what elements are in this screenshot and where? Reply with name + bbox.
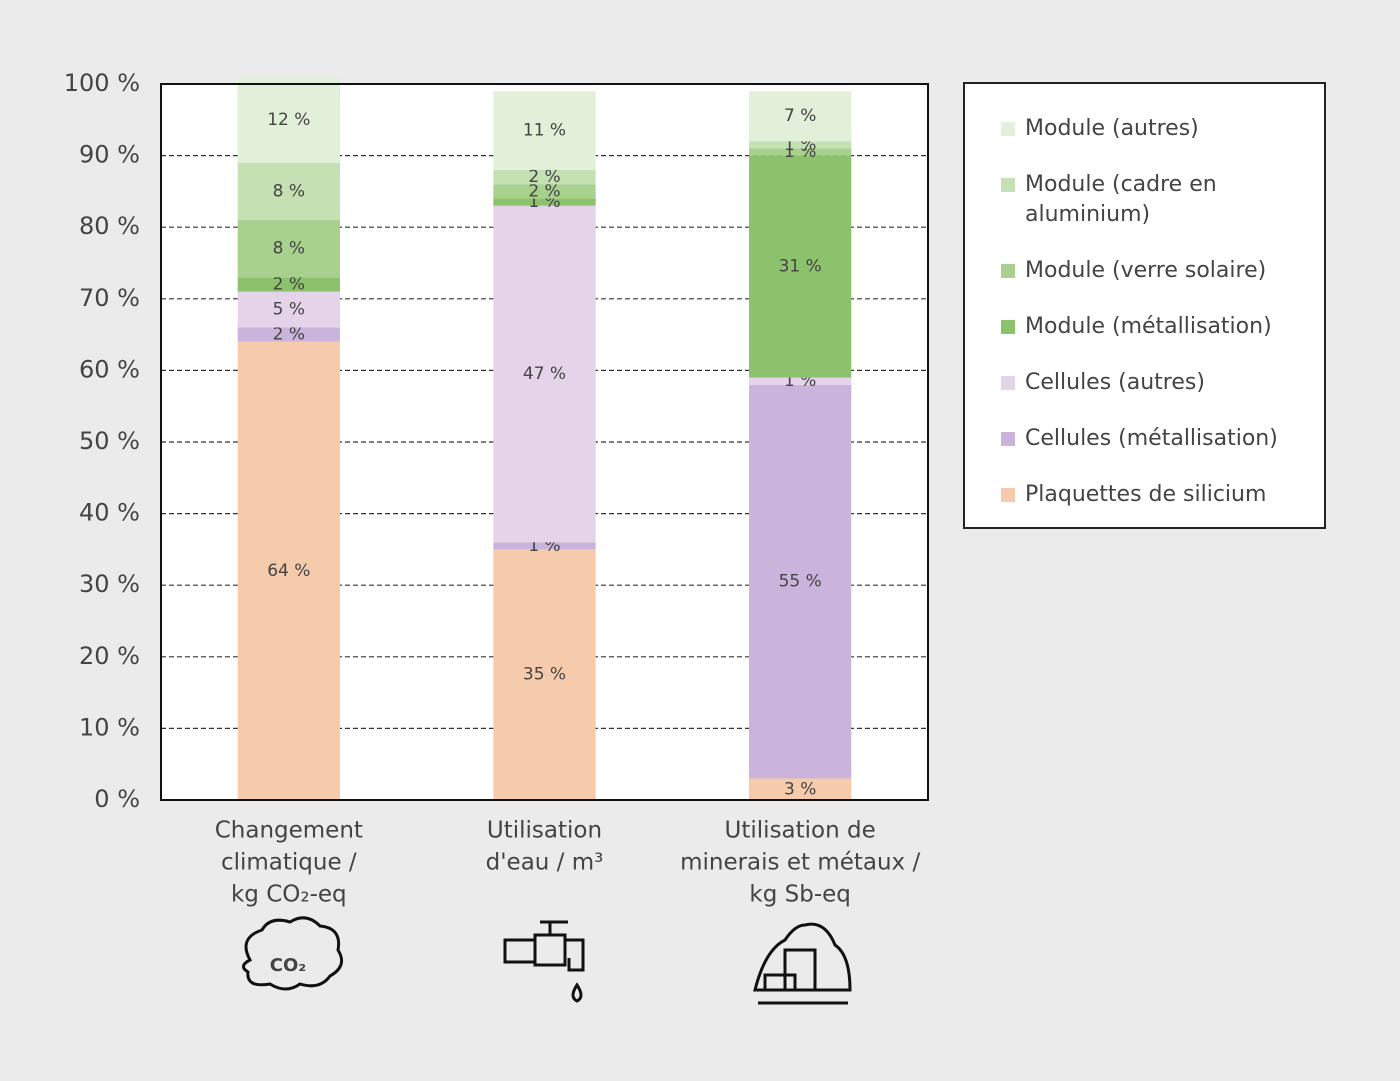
- legend-swatch: [1001, 432, 1015, 446]
- bar-segment: [749, 141, 852, 149]
- value-label: 5 %: [273, 300, 305, 320]
- legend: Module (autres) Module (cadre en aluminiu…: [963, 82, 1326, 529]
- bar-segment: [493, 205, 596, 543]
- bar-segment: [749, 148, 852, 156]
- legend-swatch: [1001, 122, 1015, 136]
- y-tick-label: 80 %: [79, 212, 140, 240]
- icons: CO₂: [242, 916, 852, 1005]
- y-tick-label: 100 %: [64, 69, 140, 97]
- value-label: 8 %: [273, 239, 305, 259]
- co2-icon-text: CO₂: [270, 955, 306, 976]
- y-tick-label: 30 %: [79, 570, 140, 598]
- legend-item: Module (autres): [1001, 114, 1304, 144]
- legend-item: Module (métallisation): [1001, 312, 1304, 342]
- legend-label: Module (autres): [1025, 116, 1199, 141]
- value-label: 2 %: [528, 167, 560, 187]
- x-tick-label: minerais et métaux /: [680, 850, 920, 876]
- legend-swatch: [1001, 178, 1015, 192]
- mine-icon: [753, 922, 852, 1005]
- legend-label: Module (cadre en aluminium): [1025, 172, 1217, 227]
- legend-swatch: [1001, 488, 1015, 502]
- y-tick-label: 10 %: [79, 713, 140, 741]
- bar-segment: [493, 198, 596, 206]
- bar-segment: [237, 327, 340, 342]
- x-tick-label: Changement: [215, 818, 363, 844]
- x-tick-label: climatique /: [221, 850, 357, 876]
- value-label: 2 %: [273, 274, 305, 294]
- bar-segment: [493, 549, 596, 800]
- x-tick-label: d'eau / m³: [486, 850, 604, 876]
- tap-icon: [503, 920, 585, 1003]
- legend-label: Cellules (métallisation): [1025, 426, 1278, 451]
- legend-label: Module (verre solaire): [1025, 258, 1267, 283]
- legend-label: Plaquettes de silicium: [1025, 482, 1267, 507]
- bar-segment: [749, 155, 852, 378]
- value-label: 2 %: [273, 325, 305, 345]
- x-tick-label: kg CO₂-eq: [231, 882, 347, 908]
- value-label: 35 %: [523, 665, 566, 685]
- value-label: 55 %: [779, 572, 822, 592]
- bar-segment: [493, 184, 596, 199]
- value-label: 12 %: [267, 110, 310, 130]
- co2-icon: [242, 916, 344, 991]
- y-tick-label: 60 %: [79, 355, 140, 383]
- bar-segment: [493, 542, 596, 550]
- x-tick-label: Utilisation: [487, 818, 602, 844]
- y-tick-label: 50 %: [79, 427, 140, 455]
- plot-frame: [160, 83, 929, 801]
- value-label: 8 %: [273, 181, 305, 201]
- y-tick-label: 20 %: [79, 642, 140, 670]
- value-label: 47 %: [523, 364, 566, 384]
- y-tick-label: 90 %: [79, 141, 140, 169]
- value-label: 2 %: [528, 181, 560, 201]
- y-tick-label: 40 %: [79, 499, 140, 527]
- legend-swatch: [1001, 264, 1015, 278]
- legend-swatch: [1001, 320, 1015, 334]
- bar-segment: [749, 778, 852, 800]
- bar-segment: [237, 220, 340, 278]
- x-tick-label: Utilisation de: [725, 818, 876, 844]
- bar-segment: [749, 91, 852, 142]
- value-label: 64 %: [267, 561, 310, 581]
- legend-item: Plaquettes de silicium: [1001, 480, 1304, 510]
- legend-item: Module (cadre en aluminium): [1001, 170, 1304, 230]
- bar-segment: [749, 384, 852, 779]
- bar-segment: [493, 91, 596, 170]
- y-tick-label: 0 %: [94, 785, 140, 813]
- bar-segment: [237, 76, 340, 163]
- value-label: 31 %: [779, 257, 822, 277]
- bar-segment: [237, 162, 340, 221]
- value-label: 7 %: [784, 106, 816, 126]
- bar-segment: [237, 277, 340, 292]
- legend-label: Cellules (autres): [1025, 370, 1205, 395]
- x-tick-label: kg Sb-eq: [749, 882, 850, 908]
- y-tick-label: 70 %: [79, 284, 140, 312]
- bar-segment: [749, 377, 852, 385]
- legend-item: Module (verre solaire): [1001, 256, 1304, 286]
- value-label: 11 %: [523, 121, 566, 141]
- legend-item: Cellules (autres): [1001, 368, 1304, 398]
- legend-swatch: [1001, 376, 1015, 390]
- legend-item: Cellules (métallisation): [1001, 424, 1304, 454]
- legend-label: Module (métallisation): [1025, 314, 1272, 339]
- bar-segment: [493, 169, 596, 185]
- bar-segment: [237, 341, 340, 800]
- bar-segment: [237, 291, 340, 328]
- value-label: 3 %: [784, 779, 816, 799]
